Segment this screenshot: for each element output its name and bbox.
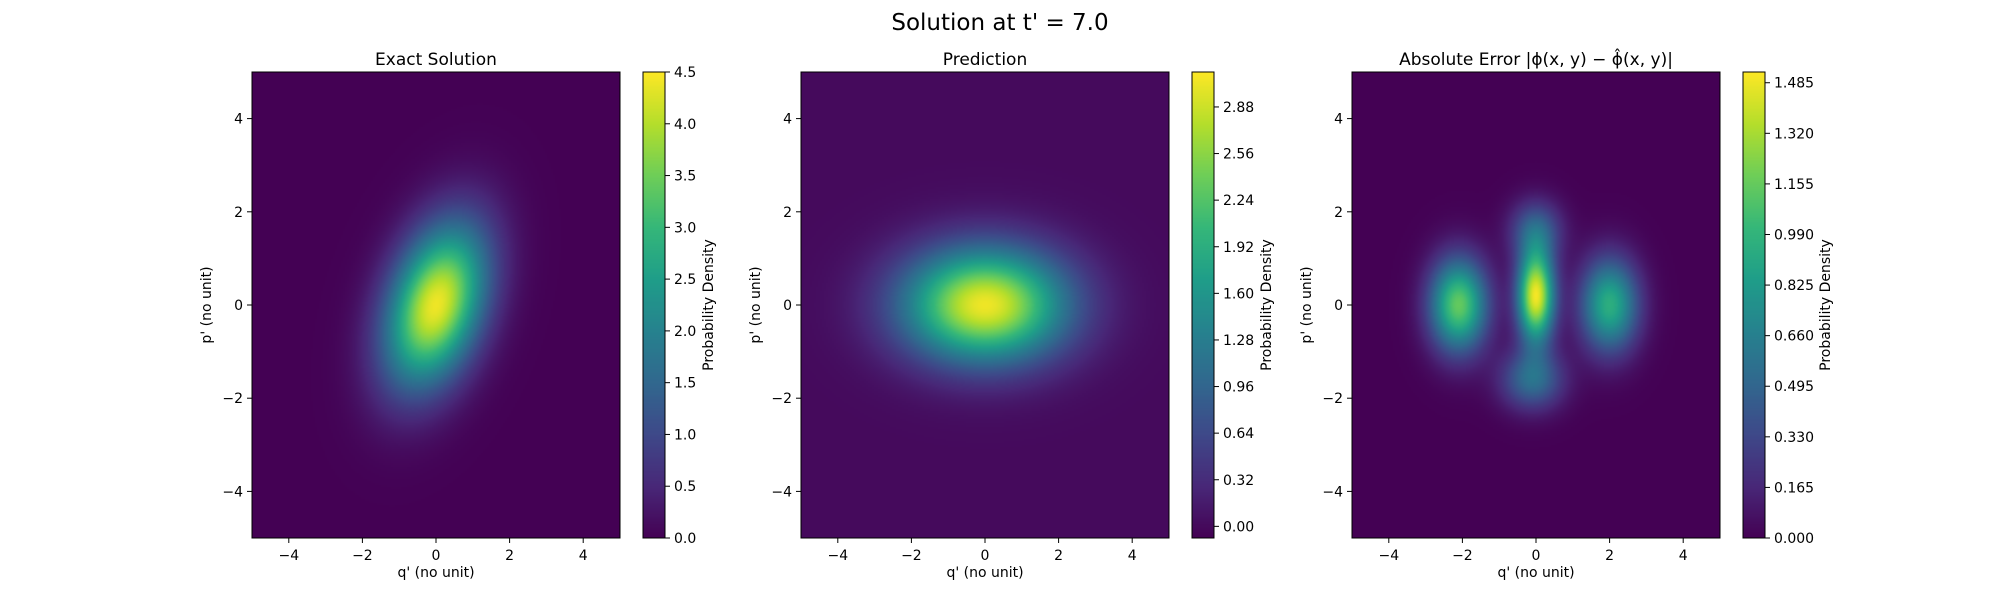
colorbar-tick-label: 1.60 (1223, 286, 1254, 302)
y-tick-label: −2 (222, 391, 243, 407)
xlabel-prediction: q' (no unit) (946, 565, 1023, 581)
x-tick-label: 2 (1054, 548, 1063, 564)
panel-prediction: Prediction −4 −2 0 2 4 −4 −2 0 2 4 q' (no unit) p… (748, 50, 1275, 581)
colorbar-tick-label: 2.0 (674, 324, 696, 340)
colorbar-tick-label: 0.96 (1223, 380, 1254, 396)
y-tick-label: −2 (1322, 391, 1343, 407)
ylabel-error: p' (no unit) (1299, 266, 1315, 343)
colorbar-frame-error (1742, 71, 1766, 539)
x-tick-label: −4 (1378, 548, 1399, 564)
panel-title-prediction: Prediction (943, 50, 1027, 70)
colorbar-exact (643, 72, 665, 538)
colorbar-tick-label: 2.88 (1223, 100, 1254, 116)
ylabel-prediction: p' (no unit) (748, 266, 764, 343)
y-tick-label: 2 (234, 205, 243, 221)
heatmap-prediction (801, 72, 1169, 538)
colorbar-tick-label: 0.0 (674, 531, 696, 547)
colorbar-tick-label: 2.24 (1223, 193, 1254, 209)
x-tick-label: −2 (352, 548, 373, 564)
colorbar-error (1743, 72, 1765, 538)
colorbar-tick-label: 4.0 (674, 117, 696, 133)
y-tick-label: 4 (783, 112, 792, 128)
xlabel-error: q' (no unit) (1497, 565, 1574, 581)
colorbar-tick-label: 1.485 (1774, 76, 1814, 92)
y-tick-label: −4 (771, 484, 792, 500)
colorbar-frame-exact (642, 71, 666, 539)
x-tick-label: −2 (1452, 548, 1473, 564)
x-tick-label: 0 (981, 548, 990, 564)
colorbar-tick-label: 0.495 (1774, 379, 1814, 395)
heatmap-error (1352, 72, 1720, 538)
colorbar-tick-label: 3.5 (674, 169, 696, 185)
heatmap-exact (252, 72, 620, 538)
ylabel-exact: p' (no unit) (199, 266, 215, 343)
panel-title-error: Absolute Error |ϕ(x, y) − ϕ̂(x, y)| (1399, 47, 1673, 70)
y-tick-label: −4 (222, 484, 243, 500)
panel-title-exact: Exact Solution (375, 50, 497, 70)
y-tick-label: −4 (1322, 484, 1343, 500)
colorbar-tick-label: 1.92 (1223, 240, 1254, 256)
colorbar-label-prediction: Probability Density (1259, 239, 1275, 371)
colorbar-tick-label: 0.64 (1223, 426, 1254, 442)
x-tick-label: −4 (827, 548, 848, 564)
colorbar-tick-label: 2.5 (674, 272, 696, 288)
x-tick-label: 4 (1128, 548, 1137, 564)
colorbar-label-exact: Probability Density (701, 239, 717, 371)
x-tick-label: 0 (1532, 548, 1541, 564)
y-tick-label: 2 (1334, 205, 1343, 221)
colorbar-tick-label: 1.5 (674, 376, 696, 392)
y-tick-label: 0 (1334, 298, 1343, 314)
x-tick-label: 0 (432, 548, 441, 564)
colorbar-tick-label: 1.0 (674, 427, 696, 443)
colorbar-tick-label: 0.5 (674, 479, 696, 495)
y-tick-label: 0 (234, 298, 243, 314)
y-tick-label: 4 (234, 112, 243, 128)
colorbar-tick-label: 3.0 (674, 220, 696, 236)
xlabel-exact: q' (no unit) (397, 565, 474, 581)
x-tick-label: −4 (278, 548, 299, 564)
x-tick-label: 4 (1679, 548, 1688, 564)
colorbar-tick-label: 4.5 (674, 65, 696, 81)
colorbar-label-error: Probability Density (1818, 239, 1834, 371)
colorbar-tick-label: 1.155 (1774, 177, 1814, 193)
colorbar-tick-label: 0.660 (1774, 329, 1814, 345)
y-tick-label: 0 (783, 298, 792, 314)
colorbar-tick-label: 2.56 (1223, 147, 1254, 163)
colorbar-tick-label: 0.000 (1774, 531, 1814, 547)
colorbar-tick-label: 0.990 (1774, 227, 1814, 243)
x-tick-label: 2 (505, 548, 514, 564)
colorbar-tick-label: 0.330 (1774, 430, 1814, 446)
y-tick-label: −2 (771, 391, 792, 407)
colorbar-tick-label: 1.28 (1223, 333, 1254, 349)
colorbar-tick-label: 0.825 (1774, 278, 1814, 294)
colorbar-prediction (1192, 72, 1214, 538)
colorbar-tick-label: 0.165 (1774, 480, 1814, 496)
panel-exact: Exact Solution −4 −2 0 2 4 −4 −2 0 2 4 q' (no uni… (199, 50, 717, 581)
figure-suptitle: Solution at t' = 7.0 (891, 10, 1108, 36)
x-tick-label: 2 (1605, 548, 1614, 564)
y-tick-label: 2 (783, 205, 792, 221)
colorbar-frame-prediction (1191, 71, 1215, 539)
colorbar-tick-label: 0.00 (1223, 519, 1254, 535)
x-tick-label: −2 (901, 548, 922, 564)
panel-error: Absolute Error |ϕ(x, y) − ϕ̂(x, y)| −4 −2… (1299, 47, 1834, 581)
x-tick-label: 4 (579, 548, 588, 564)
colorbar-tick-label: 1.320 (1774, 126, 1814, 142)
colorbar-tick-label: 0.32 (1223, 473, 1254, 489)
y-tick-label: 4 (1334, 112, 1343, 128)
